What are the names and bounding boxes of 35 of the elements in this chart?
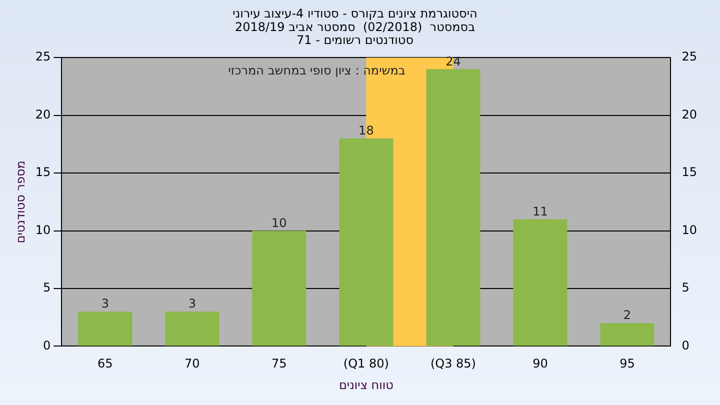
y2-tick-label: 5 — [682, 280, 690, 295]
data-label: 24 — [446, 54, 461, 68]
y2-tick-label: 10 — [682, 222, 698, 237]
bar — [600, 323, 654, 346]
x-tick-label: 65 — [98, 356, 113, 371]
y-tick-label: 25 — [35, 50, 51, 64]
y2-tick-label: 20 — [682, 107, 698, 122]
x-tick-label: 90 — [532, 356, 548, 371]
data-label: 3 — [188, 296, 196, 311]
x-tick-label: (Q1 80) — [343, 356, 389, 371]
x-tick-label: 95 — [620, 356, 635, 371]
annotation: במשימה : ציון סופי במחשב המרכזי — [228, 64, 406, 78]
bar — [252, 230, 306, 346]
data-label: 11 — [532, 204, 548, 218]
x-tick-label: 75 — [272, 356, 287, 371]
y-tick-label: 15 — [35, 165, 51, 180]
y-tick-label: 10 — [35, 222, 51, 237]
y2-tick-label: 15 — [682, 165, 698, 180]
y2-tick-label: 25 — [682, 50, 698, 64]
y-tick-label: 0 — [43, 338, 51, 352]
y-tick-label: 5 — [43, 280, 51, 295]
data-label: 10 — [272, 216, 287, 230]
y-tick-label: 20 — [35, 107, 51, 122]
data-label: 3 — [101, 296, 109, 311]
data-label: 18 — [358, 124, 374, 138]
chart-title: היסטוגרמת ציונים בקורס - סטודיו 4-עיצוב עירוני בסמסטר (02/2018) סמסטר אביב 2018/19 סטודנטים רשומים - 71 — [232, 6, 478, 48]
x-tick-label: (Q3 85) — [430, 356, 476, 371]
bar — [513, 219, 568, 346]
data-label: 2 — [623, 308, 632, 322]
x-tick-label: 70 — [184, 356, 200, 371]
y-axis-title: מספר סטודנטים — [13, 160, 28, 244]
bar — [78, 312, 132, 346]
x-axis-title: טווח ציונים — [338, 378, 394, 392]
y2-tick-label: 0 — [682, 338, 690, 352]
bar — [165, 312, 220, 346]
